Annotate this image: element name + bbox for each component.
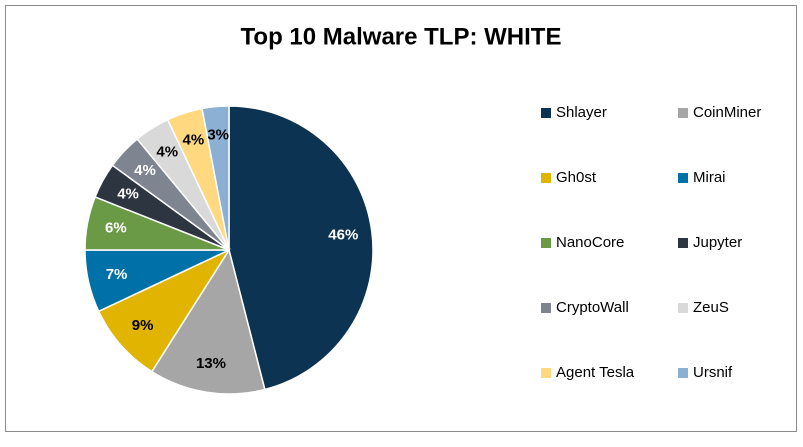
legend-label: NanoCore — [556, 234, 624, 251]
legend-label: Jupyter — [693, 234, 742, 251]
pie-slice — [97, 248, 232, 373]
legend-swatch — [541, 173, 551, 183]
data-label: 13% — [196, 355, 226, 372]
legend-label: Ursnif — [693, 364, 733, 381]
data-label: 4% — [183, 131, 205, 148]
legend-swatch — [541, 108, 551, 118]
legend-swatch — [678, 238, 688, 248]
legend-swatch — [541, 368, 551, 378]
legend-swatch — [678, 303, 688, 313]
pie-slice — [150, 248, 266, 395]
legend-swatch — [541, 238, 551, 248]
data-label: 46% — [328, 227, 358, 244]
data-label: 7% — [106, 266, 128, 283]
legend-label: Mirai — [693, 169, 726, 186]
data-label: 9% — [132, 317, 154, 334]
data-label: 4% — [156, 144, 178, 161]
data-label: 4% — [134, 162, 156, 179]
data-label: 6% — [105, 219, 127, 236]
chart-title: Top 10 Malware TLP: WHITE — [241, 23, 562, 50]
legend-swatch — [541, 303, 551, 313]
legend-label: CryptoWall — [556, 299, 629, 316]
data-label: 4% — [117, 185, 139, 202]
legend-label: Shlayer — [556, 104, 607, 121]
legend-label: CoinMiner — [693, 104, 761, 121]
legend-swatch — [678, 368, 688, 378]
legend-label: ZeuS — [693, 299, 729, 316]
legend-swatch — [678, 173, 688, 183]
legend-swatch — [678, 108, 688, 118]
legend-label: Agent Tesla — [556, 364, 635, 381]
legend-label: Gh0st — [556, 169, 597, 186]
pie-slice — [228, 105, 374, 391]
pie-slice — [201, 105, 230, 251]
data-label: 3% — [207, 126, 229, 143]
